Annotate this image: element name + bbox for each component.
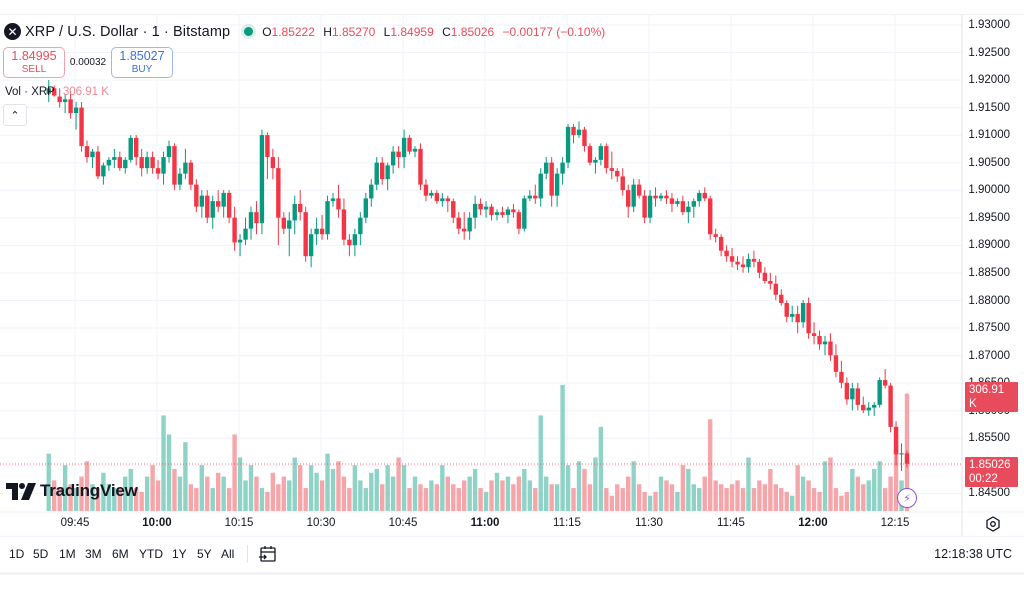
range-button-ytd[interactable]: YTD (139, 547, 163, 561)
buy-price: 1.85027 (119, 48, 165, 63)
top-divider (0, 14, 1024, 15)
lightning-icon: ⚡ (903, 492, 911, 505)
candles (46, 80, 910, 471)
time-tick: 12:00 (798, 517, 828, 529)
tradingview-mark-icon (6, 482, 36, 500)
volume-value: 306.91 K (62, 86, 109, 98)
range-button-5y[interactable]: 5Y (197, 547, 212, 561)
price-tick: 1.90500 (968, 156, 1010, 169)
price-tick: 1.84500 (968, 487, 1010, 500)
settings-gear-icon[interactable] (985, 516, 1001, 532)
price-tick: 1.90000 (968, 184, 1010, 197)
time-axis[interactable]: 09:45 10:00 10:15 10:30 10:45 11:00 11:15 11:30… (0, 512, 962, 536)
time-tick: 10:15 (224, 517, 254, 529)
collapse-legend-button[interactable]: ⌃ (3, 104, 27, 126)
volume-last-badge: 306.91 K (965, 382, 1018, 412)
xrp-logo-icon: ✕ (4, 23, 21, 40)
market-open-status-icon (244, 27, 254, 36)
chevron-up-icon: ⌃ (10, 109, 20, 122)
price-tick: 1.85500 (968, 432, 1010, 445)
range-button-all[interactable]: All (221, 547, 235, 561)
time-tick: 11:15 (553, 517, 581, 529)
price-tick: 1.88500 (968, 266, 1010, 279)
buy-button[interactable]: 1.85027 BUY (111, 47, 173, 78)
time-tick: 11:30 (635, 517, 663, 529)
range-button-1m[interactable]: 1M (59, 547, 76, 561)
symbol-title[interactable]: XRP / U.S. Dollar · 1 · Bitstamp (25, 23, 231, 40)
time-tick: 10:30 (306, 517, 336, 529)
range-button-1d[interactable]: 1D (9, 547, 25, 561)
range-button-5d[interactable]: 5D (33, 547, 49, 561)
volume-legend[interactable]: Vol · XRP 306.91 K (5, 86, 109, 98)
sell-button[interactable]: 1.84995 SELL (3, 47, 65, 78)
high-value: 1.85270 (331, 24, 376, 39)
time-tick: 10:45 (388, 517, 418, 529)
price-axis[interactable]: 1.93000 1.92500 1.92000 1.91500 1.91000 1.905… (962, 15, 1024, 515)
time-tick: 09:45 (60, 517, 90, 529)
range-button-6m[interactable]: 6M (112, 547, 129, 561)
last-price-badge: 1.85026 00:22 (965, 457, 1018, 487)
price-tick: 1.89000 (968, 239, 1010, 252)
ohlc-values: O1.85222 H1.85270 L1.84959 C1.85026 −0.0… (262, 25, 605, 39)
quick-trade-panel: 1.84995 SELL 0.00032 1.85027 BUY (3, 47, 173, 78)
range-button-1y[interactable]: 1Y (172, 547, 187, 561)
last-price-value: 1.85026 (969, 459, 1011, 471)
toolbar-divider (247, 545, 248, 563)
calendar-goto-icon[interactable] (259, 545, 277, 563)
grid-lines (0, 15, 962, 512)
price-tick: 1.88000 (968, 294, 1010, 307)
price-tick: 1.87000 (968, 349, 1010, 362)
time-tick: 10:00 (142, 517, 172, 529)
buy-label: BUY (131, 63, 153, 75)
range-button-3m[interactable]: 3M (85, 547, 102, 561)
price-tick: 1.87500 (968, 322, 1010, 335)
open-value: 1.85222 (271, 24, 315, 39)
close-value: 1.85026 (450, 24, 495, 39)
footer-divider (0, 572, 1024, 575)
price-tick: 1.91000 (968, 129, 1010, 142)
tradingview-wordmark: TradingView (40, 481, 138, 500)
bar-countdown: 00:22 (969, 473, 998, 485)
high-label: H (323, 24, 332, 39)
price-tick: 1.93000 (968, 19, 1010, 31)
price-tick: 1.92500 (968, 46, 1010, 59)
time-tick: 11:00 (470, 517, 500, 529)
tradingview-logo[interactable]: TradingView (6, 481, 138, 501)
open-label: O (262, 24, 272, 39)
low-value: 1.84959 (390, 24, 434, 39)
volume-bars (46, 384, 910, 511)
spread-value: 0.00032 (69, 57, 107, 68)
lightning-spark-button[interactable]: ⚡ (897, 488, 917, 508)
sell-label: SELL (21, 63, 47, 75)
symbol-legend: ✕ XRP / U.S. Dollar · 1 · Bitstamp O1.85… (4, 23, 605, 40)
volume-label: Vol · XRP (5, 86, 55, 98)
change-value: −0.00177 (−0.10%) (502, 24, 606, 39)
price-tick: 1.92000 (968, 74, 1010, 87)
utc-clock[interactable]: 12:18:38 UTC (934, 547, 1012, 561)
price-tick: 1.89500 (968, 211, 1010, 224)
time-tick: 11:45 (717, 517, 745, 529)
sell-price: 1.84995 (11, 48, 57, 63)
low-label: L (383, 24, 391, 39)
time-tick: 12:15 (880, 517, 910, 529)
range-toolbar: 1D 5D 1M 3M 6M YTD 1Y 5Y All 12:18:38 UTC (0, 536, 1024, 570)
price-tick: 1.91500 (968, 101, 1010, 114)
close-label: C (442, 24, 451, 39)
